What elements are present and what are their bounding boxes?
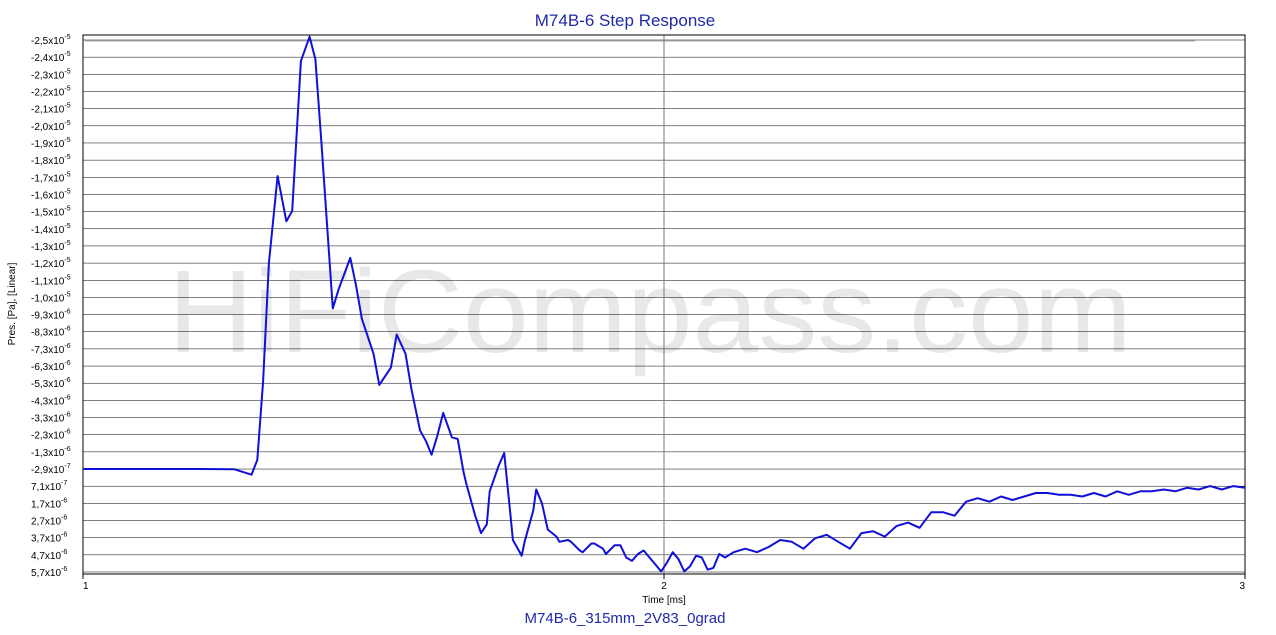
y-tick-label: -1,0x10-5 bbox=[31, 291, 71, 304]
y-tick-label: 2,7x10-6 bbox=[31, 515, 67, 528]
x-tick-label: 3 bbox=[1239, 581, 1245, 592]
y-tick-label: -1,3x10-6 bbox=[31, 446, 71, 459]
y-tick-label: -2,3x10-6 bbox=[31, 429, 71, 442]
y-tick-label: -1,2x10-5 bbox=[31, 257, 71, 270]
x-tick-label: 2 bbox=[661, 581, 667, 592]
y-tick-label: -1,4x10-5 bbox=[31, 223, 71, 236]
x-tick-labels: 1 2 3 bbox=[83, 581, 1245, 592]
y-tick-label: 7,1x10-7 bbox=[31, 480, 67, 493]
y-tick-label: -1,7x10-5 bbox=[31, 171, 71, 184]
y-tick-label: 1,7x10-6 bbox=[31, 497, 67, 510]
y-tick-label: -2,4x10-5 bbox=[31, 51, 71, 64]
x-tick-label: 1 bbox=[83, 581, 89, 592]
y-tick-label: -7,3x10-6 bbox=[31, 343, 71, 356]
y-tick-label: 3,7x10-6 bbox=[31, 532, 67, 545]
series-line-step-response bbox=[83, 35, 1246, 573]
y-tick-label: -6,3x10-6 bbox=[31, 360, 71, 373]
y-tick-label: -1,3x10-5 bbox=[31, 240, 71, 253]
y-axis-label: Pres. [Pa], [Linear] bbox=[7, 262, 18, 345]
y-tick-label: -4,3x10-6 bbox=[31, 394, 71, 407]
y-tick-label: -2,1x10-5 bbox=[31, 103, 71, 116]
y-tick-label: -2,5x10-5 bbox=[31, 34, 71, 47]
y-tick-label: -9,3x10-6 bbox=[31, 309, 71, 322]
y-tick-label: -1,1x10-5 bbox=[31, 274, 71, 287]
y-tick-label: -1,5x10-5 bbox=[31, 206, 71, 219]
y-tick-label: -1,9x10-5 bbox=[31, 137, 71, 150]
y-tick-label: -3,3x10-6 bbox=[31, 412, 71, 425]
y-tick-label: -1,8x10-5 bbox=[31, 154, 71, 167]
y-tick-label: -2,0x10-5 bbox=[31, 120, 71, 133]
y-tick-label: -1,6x10-5 bbox=[31, 188, 71, 201]
plot-frame bbox=[82, 34, 1246, 575]
y-tick-label: -2,9x10-7 bbox=[31, 463, 71, 476]
chart-subtitle: M74B-6_315mm_2V83_0grad bbox=[525, 610, 726, 627]
y-tick-label: 4,7x10-6 bbox=[31, 549, 67, 562]
y-tick-labels: -2,5x10-5 -2,4x10-5 -2,3x10-5 -2,2x10-5 -2,1… bbox=[31, 34, 71, 579]
y-tick-label: 5,7x10-6 bbox=[31, 566, 67, 579]
y-tick-label: -8,3x10-6 bbox=[31, 326, 71, 339]
watermark: HiFiCompass.com bbox=[168, 246, 1132, 378]
y-tick-label: -2,3x10-5 bbox=[31, 68, 71, 81]
x-axis-label: Time [ms] bbox=[642, 595, 686, 606]
y-tick-label: -2,2x10-5 bbox=[31, 85, 71, 98]
y-tick-label: -5,3x10-6 bbox=[31, 377, 71, 390]
chart-title: M74B-6 Step Response bbox=[535, 11, 716, 30]
